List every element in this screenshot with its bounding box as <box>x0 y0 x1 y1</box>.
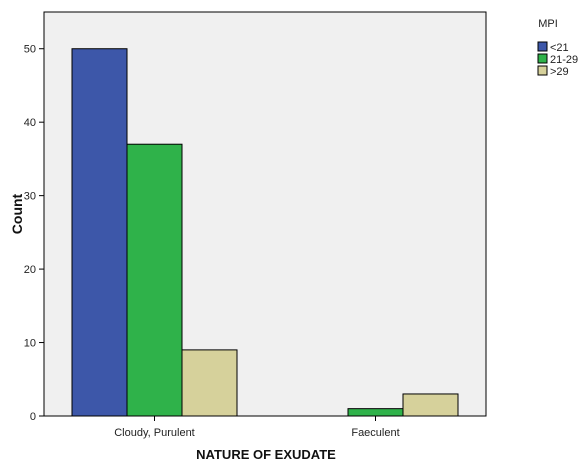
bar <box>347 408 404 417</box>
y-tick-label: 50 <box>24 44 36 56</box>
bar <box>126 143 183 417</box>
y-tick-label: 20 <box>24 264 36 276</box>
x-tick-label: Faeculent <box>351 427 399 439</box>
y-axis-title: Count <box>9 193 25 234</box>
y-tick-label: 10 <box>24 338 36 350</box>
legend-label: >29 <box>550 66 569 78</box>
legend-title: MPI <box>538 18 558 30</box>
legend-swatch <box>537 53 548 64</box>
y-tick-label: 0 <box>30 411 36 423</box>
bar <box>181 349 238 417</box>
legend-swatch <box>537 41 548 52</box>
x-axis-title: NATURE OF EXUDATE <box>196 447 336 462</box>
x-axis: Cloudy, Purulent Faeculent <box>114 416 400 439</box>
legend-swatch <box>537 65 548 76</box>
x-tick-label: Cloudy, Purulent <box>114 427 195 439</box>
y-tick-label: 30 <box>24 191 36 203</box>
y-tick-label: 40 <box>24 117 36 129</box>
legend-label: <21 <box>550 42 569 54</box>
bars <box>71 48 459 417</box>
legend-label: 21-29 <box>550 54 578 66</box>
bar <box>402 393 459 417</box>
y-axis: 0 10 20 30 40 50 <box>24 44 44 423</box>
bar <box>71 48 128 417</box>
